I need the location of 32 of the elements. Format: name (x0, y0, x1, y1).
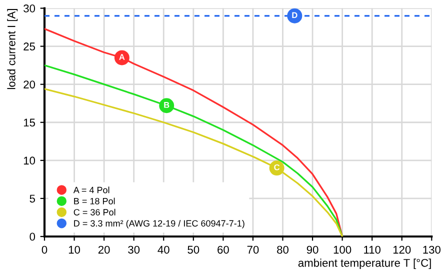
x-tick-label: 120 (393, 246, 411, 254)
x-tick-label: 0 (42, 246, 48, 254)
x-tick-label: 60 (218, 246, 229, 254)
legend-label: D = 3.3 mm² (AWG 12-19 / IEC 60947-7-1) (74, 220, 244, 228)
x-tick-label: 40 (158, 246, 170, 254)
annotation: B (164, 102, 170, 108)
annotation: D (292, 12, 298, 18)
y-tick-label: 15 (24, 118, 36, 127)
y-tick-label: 20 (24, 80, 36, 88)
y-tick-label: 30 (24, 4, 36, 12)
y-tick-label: 0 (30, 232, 36, 241)
annotation: A (119, 54, 125, 60)
x-tick-label: 10 (68, 246, 80, 254)
legend-label: A = 4 Pol (73, 186, 110, 194)
y-tick-label: 10 (24, 156, 36, 165)
y-tick-label: 25 (24, 42, 36, 50)
annotation: C (274, 164, 280, 170)
x-tick-label: 80 (277, 246, 288, 254)
x-axis-title: ambient temperature T [°C] (298, 258, 431, 270)
x-tick-label: 100 (334, 246, 352, 254)
x-tick-label: 50 (188, 246, 200, 254)
y-tick-label: 5 (30, 194, 36, 203)
line-series (44, 28, 344, 236)
x-tick-label: 70 (247, 246, 259, 254)
x-tick-label: 130 (423, 246, 440, 254)
x-tick-label: 90 (306, 246, 318, 254)
x-tick-label: 30 (128, 246, 140, 254)
y-axis-title: load current I [A] (7, 9, 18, 90)
legend-label: C = 36 Pol (74, 208, 116, 216)
x-tick-label: 110 (364, 246, 381, 254)
legend-label: B = 18 Pol (74, 198, 115, 204)
x-tick-label: 20 (98, 246, 110, 254)
